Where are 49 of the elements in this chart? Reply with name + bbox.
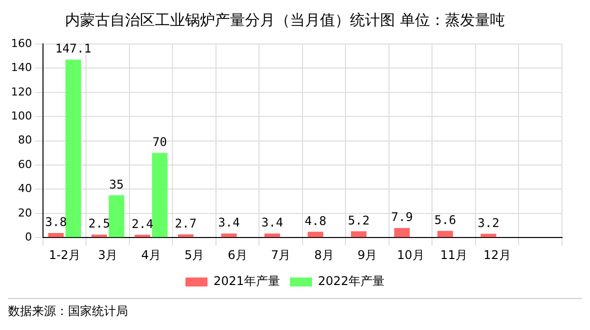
bar — [308, 232, 324, 238]
source-note: 数据来源：国家统计局 — [8, 298, 582, 320]
bar — [264, 233, 280, 238]
x-tick-label: 10月 — [396, 248, 424, 262]
data-label: 70 — [152, 135, 167, 150]
x-tick-label: 9月 — [358, 248, 378, 262]
x-tick-label: 11月 — [440, 248, 468, 262]
y-tick-label: 140 — [10, 61, 32, 74]
data-label: 3.4 — [261, 216, 284, 230]
x-tick-label: 1-2月 — [48, 248, 80, 262]
data-label: 2.7 — [174, 216, 197, 230]
x-tick-label: 8月 — [314, 248, 334, 262]
x-tick-label: 6月 — [228, 248, 248, 262]
bar — [91, 234, 108, 238]
data-label: 147.1 — [55, 42, 92, 56]
data-label: 35 — [109, 177, 124, 192]
bar — [48, 233, 64, 238]
bar — [437, 230, 454, 238]
y-tick-label: 100 — [10, 109, 32, 122]
x-tick-label: 4月 — [141, 248, 161, 262]
x-tick-label: 3月 — [98, 248, 118, 262]
y-tick-label: 0 — [24, 230, 32, 244]
chart-title: 内蒙古自治区工业锅炉产量分月（当月值）统计图 单位：蒸发量吨 — [65, 10, 505, 29]
legend-label: 2022年产量 — [318, 274, 385, 288]
data-label: 5.2 — [348, 213, 370, 228]
y-tick-label: 160 — [10, 36, 32, 50]
bar — [221, 233, 237, 238]
y-tick-label: 20 — [18, 206, 32, 220]
bar — [108, 195, 124, 238]
data-label: 3.4 — [218, 216, 240, 230]
bar — [152, 152, 168, 238]
x-tick-label: 7月 — [271, 248, 291, 262]
y-tick-label: 60 — [18, 158, 32, 171]
x-tick-label: 5月 — [184, 248, 204, 262]
data-label: 7.9 — [391, 210, 413, 224]
data-label: 4.8 — [304, 214, 326, 228]
data-label: 5.6 — [434, 212, 456, 227]
bar — [134, 234, 150, 238]
bar — [350, 231, 367, 238]
bar — [65, 60, 82, 238]
legend-label: 2021年产量 — [213, 274, 280, 288]
bar — [394, 228, 410, 238]
data-label: 3.2 — [478, 216, 500, 230]
y-tick-label: 80 — [18, 134, 32, 147]
bar — [178, 234, 194, 238]
y-tick-label: 40 — [18, 182, 32, 196]
x-tick-label: 12月 — [483, 248, 511, 262]
bar — [480, 234, 496, 238]
y-tick-label: 120 — [10, 85, 32, 98]
